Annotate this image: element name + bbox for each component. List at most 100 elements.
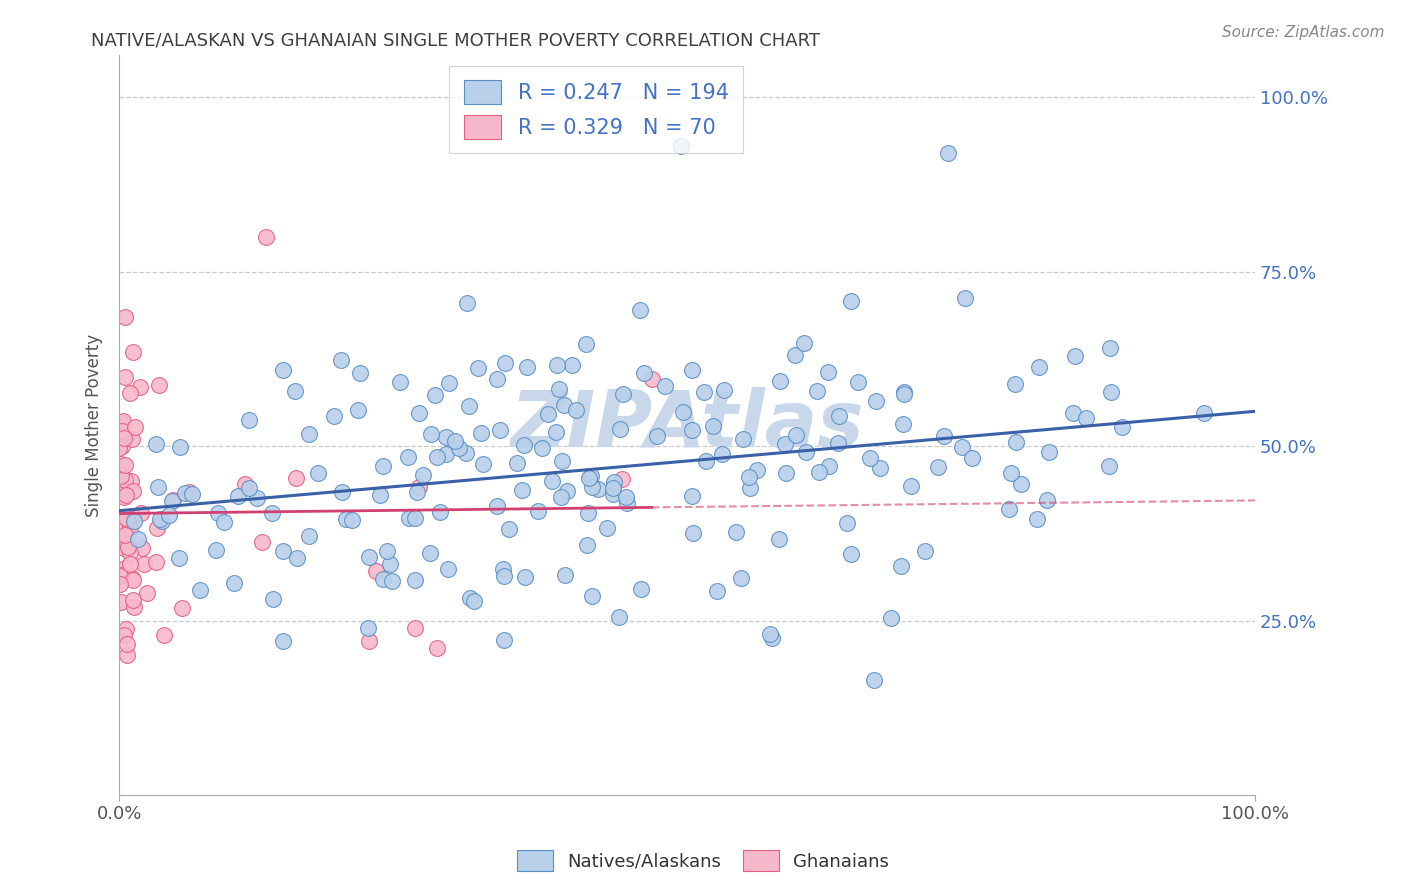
Point [485,499,508,513]
Point [581,589,603,603]
Point [128,380,150,394]
Point [846,375,869,389]
Point [513,438,536,452]
Point [1000,466,1022,480]
Point [235,476,257,491]
Point [335,511,357,525]
Point [404,511,426,525]
Text: ZIPAtlas: ZIPAtlas [510,387,863,463]
Point [950,440,973,454]
Point [115,510,138,524]
Point [136,586,159,600]
Point [150,514,173,528]
Point [371,458,394,473]
Point [557,483,579,498]
Point [516,360,538,375]
Point [488,423,510,437]
Point [330,485,353,500]
Point [550,491,572,505]
Point [456,446,478,460]
Point [494,355,516,369]
Point [998,501,1021,516]
Point [603,475,626,489]
Point [284,471,307,485]
Point [633,366,655,380]
Point [108,415,131,429]
Point [127,532,149,546]
Point [381,574,404,588]
Point [498,522,520,536]
Point [112,432,135,446]
Point [214,516,236,530]
Point [356,621,378,635]
Point [1035,493,1057,508]
Point [323,409,346,424]
Point [226,489,249,503]
Point [578,471,600,485]
Point [118,520,141,534]
Point [738,470,761,484]
Point [157,508,180,523]
Point [740,481,762,495]
Point [110,568,132,582]
Point [204,542,226,557]
Point [108,484,131,499]
Point [457,399,479,413]
Point [467,361,489,376]
Point [470,425,492,440]
Point [112,628,135,642]
Point [115,637,138,651]
Point [574,337,596,351]
Point [768,532,790,546]
Point [389,376,412,390]
Point [731,432,754,446]
Point [672,405,695,419]
Point [110,595,132,609]
Point [112,541,135,555]
Y-axis label: Single Mother Poverty: Single Mother Poverty [86,334,103,516]
Point [747,463,769,477]
Point [553,398,575,412]
Point [711,447,734,461]
Point [110,567,132,582]
Point [108,441,131,455]
Point [122,600,145,615]
Point [120,386,142,401]
Point [404,621,426,635]
Point [936,145,959,160]
Point [108,468,131,483]
Point [1062,406,1084,420]
Point [114,310,136,324]
Point [378,557,401,571]
Point [271,634,294,648]
Point [775,436,797,450]
Point [419,426,441,441]
Point [443,434,465,449]
Point [1098,341,1121,355]
Point [118,518,141,533]
Point [375,544,398,558]
Point [149,512,172,526]
Point [405,485,427,500]
Point [437,562,460,576]
Point [530,441,553,455]
Point [160,494,183,508]
Point [456,296,478,310]
Point [610,472,633,486]
Point [692,384,714,399]
Point [115,622,138,636]
Point [419,546,441,560]
Point [114,458,136,472]
Point [575,538,598,552]
Point [607,610,630,624]
Point [207,506,229,520]
Point [1076,410,1098,425]
Point [398,510,420,524]
Point [114,560,136,574]
Point [730,571,752,585]
Point [550,454,572,468]
Point [122,344,145,359]
Point [900,478,922,492]
Point [1194,406,1216,420]
Point [602,487,624,501]
